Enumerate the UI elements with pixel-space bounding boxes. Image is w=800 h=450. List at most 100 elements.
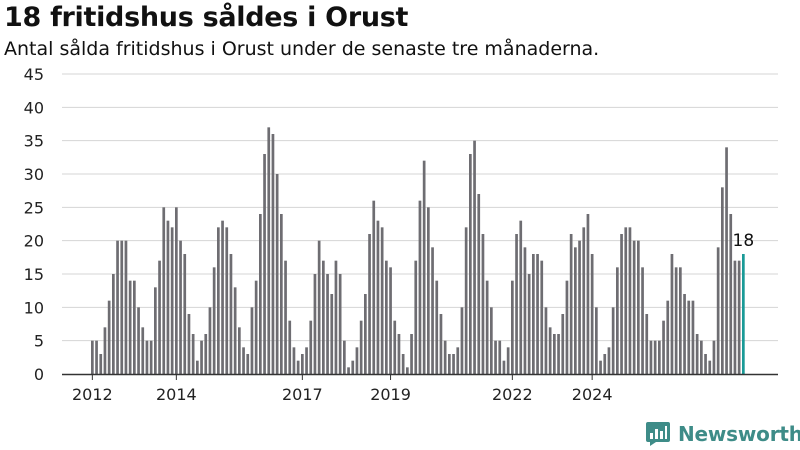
bar — [116, 240, 119, 374]
bar — [217, 227, 220, 374]
bar — [485, 280, 489, 374]
bar — [427, 207, 430, 374]
bar — [641, 267, 644, 374]
bar — [107, 300, 111, 374]
bar — [359, 320, 363, 374]
bar — [624, 227, 628, 374]
chart-subtitle: Antal sålda fritidshus i Orust under de … — [4, 38, 600, 60]
bar — [154, 287, 157, 374]
y-tick-label: 45 — [24, 65, 44, 84]
bar — [653, 340, 657, 374]
bar — [481, 234, 485, 374]
bar — [628, 227, 632, 374]
bar — [414, 260, 418, 374]
bar — [187, 314, 191, 374]
x-tick-label: 2017 — [282, 385, 323, 404]
bar — [338, 274, 342, 374]
bar — [368, 234, 371, 374]
bar — [586, 214, 590, 374]
x-axis: 2012 2014 2017 2019 2022 2024 — [62, 373, 778, 404]
x-tick-label: 2014 — [156, 385, 197, 404]
bar — [313, 274, 317, 374]
bar — [385, 260, 388, 374]
bar — [620, 234, 623, 374]
bar — [351, 360, 355, 374]
bar — [372, 200, 376, 374]
x-tick-label: 2024 — [572, 385, 613, 404]
bar — [347, 367, 350, 374]
bar — [124, 240, 128, 374]
bar — [166, 220, 170, 374]
bar — [221, 220, 224, 374]
bar — [309, 320, 313, 374]
y-tick-label: 10 — [24, 298, 44, 317]
bar — [691, 300, 695, 374]
bar — [716, 247, 720, 374]
bar — [553, 334, 556, 374]
bar — [473, 140, 476, 374]
bar — [246, 354, 250, 374]
bar — [418, 200, 422, 374]
highlight-data-label: 18 — [733, 231, 755, 251]
bar — [250, 307, 254, 374]
bar — [91, 340, 94, 374]
bar — [544, 307, 548, 374]
bar — [263, 154, 266, 374]
bar — [183, 254, 187, 374]
bar — [233, 287, 237, 374]
newsworthy-logo-icon — [646, 422, 670, 446]
bar — [389, 267, 392, 374]
bar — [179, 240, 182, 374]
bar — [511, 280, 514, 374]
bar — [292, 347, 296, 374]
bar — [502, 360, 506, 374]
bar — [254, 280, 258, 374]
bar — [532, 254, 535, 374]
x-tick-label: 2022 — [492, 385, 533, 404]
bar — [725, 147, 728, 374]
bar — [637, 240, 640, 374]
bar — [670, 254, 674, 374]
bar — [448, 354, 451, 374]
bar — [196, 360, 199, 374]
bar — [242, 347, 245, 374]
bar — [712, 340, 716, 374]
bar — [204, 334, 208, 374]
bar — [632, 240, 636, 374]
bar — [170, 227, 174, 374]
bar — [498, 340, 502, 374]
bar — [259, 214, 262, 374]
bar — [527, 274, 531, 374]
bar — [284, 260, 287, 374]
bar — [162, 207, 166, 374]
bar — [515, 234, 518, 374]
bar — [380, 227, 384, 374]
bar — [561, 314, 565, 374]
bar — [326, 274, 329, 374]
bar — [733, 260, 737, 374]
bar — [145, 340, 149, 374]
bar — [452, 354, 455, 374]
bar — [695, 334, 699, 374]
bar — [708, 360, 712, 374]
bar — [364, 294, 367, 374]
bar — [431, 247, 434, 374]
bar — [305, 347, 308, 374]
bar — [582, 227, 586, 374]
bar — [112, 274, 115, 374]
bars — [91, 127, 745, 374]
bar — [175, 207, 178, 374]
bar — [477, 194, 481, 374]
bar — [200, 340, 203, 374]
bar — [301, 354, 304, 374]
bar — [422, 160, 426, 374]
y-tick-label: 25 — [24, 198, 44, 217]
brand-name: Newsworthy — [678, 422, 800, 446]
bar-highlight — [742, 254, 745, 374]
bar — [191, 334, 195, 374]
bar — [267, 127, 271, 374]
y-tick-label: 0 — [34, 365, 44, 384]
x-tick-label: 2019 — [370, 385, 411, 404]
bar — [607, 347, 611, 374]
